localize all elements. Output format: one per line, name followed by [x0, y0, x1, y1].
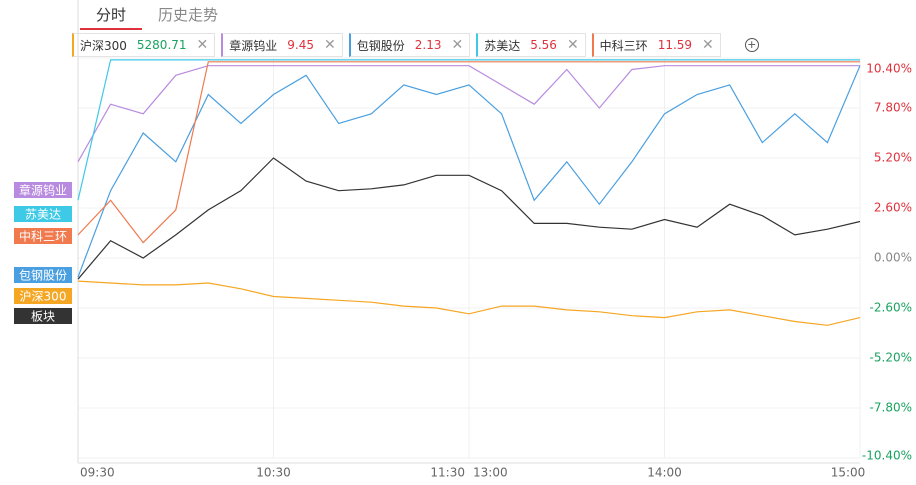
series-line — [77, 65, 861, 278]
tab[interactable]: 分时 — [80, 0, 143, 30]
x-tick-label: 15:00 — [831, 466, 866, 480]
legend: 沪深300 5280.71 ✕ 章源钨业 9.45 ✕ 包钢股份 2.13 ✕ 苏美达 5.56 ✕ 中… — [72, 33, 759, 57]
series-line — [77, 65, 860, 163]
legend-item: 苏美达 5.56 ✕ — [476, 33, 586, 57]
y-tick-label: -5.20% — [870, 351, 912, 365]
series-tag-bg — [14, 206, 72, 222]
series-line — [77, 59, 860, 201]
add-button[interactable]: + — [744, 38, 759, 52]
series-line — [77, 157, 861, 280]
series-tag: 包钢股份 — [19, 269, 67, 283]
legend-name: 苏美达 — [484, 38, 521, 53]
legend-price: 2.13 — [414, 38, 442, 52]
legend-price: 5280.71 — [136, 38, 187, 52]
y-tick-label: -2.60% — [870, 301, 912, 315]
series-tag-bg — [14, 267, 72, 283]
series-tag: 中科三环 — [19, 229, 67, 244]
legend-name: 章源钨业 — [229, 38, 278, 53]
legend-name: 沪深300 — [80, 38, 127, 53]
y-tick-label: -7.80% — [870, 401, 912, 415]
legend-item: 包钢股份 2.13 ✕ — [348, 33, 471, 57]
tabs: 分时 历史走势 — [80, 0, 234, 30]
legend-price: 11.59 — [657, 38, 693, 52]
series-tag: 板块 — [31, 310, 55, 324]
y-tick-label: 2.60% — [874, 201, 912, 215]
y-tick-label: 10.40% — [866, 62, 912, 76]
close-button[interactable]: ✕ — [451, 37, 464, 53]
series-tag-bg — [14, 182, 72, 198]
legend-name: 包钢股份 — [356, 38, 405, 53]
legend-item: 章源钨业 9.45 ✕ — [221, 33, 343, 57]
legend-item: 沪深300 5280.71 ✕ — [72, 33, 216, 57]
legend-name: 中科三环 — [599, 38, 648, 53]
series-line — [77, 280, 861, 326]
y-tick-label: 7.80% — [874, 101, 912, 115]
legend-price: 5.56 — [530, 38, 557, 52]
series-tag: 沪深300 — [20, 290, 67, 304]
x-tick-label: 13:00 — [473, 466, 508, 480]
close-button[interactable]: ✕ — [196, 37, 209, 53]
close-button[interactable]: ✕ — [566, 37, 579, 53]
legend-item: 中科三环 11.59 ✕ — [591, 33, 721, 57]
series-line — [77, 61, 860, 244]
series-tag-bg — [14, 288, 72, 304]
series-tag: 苏美达 — [25, 208, 61, 222]
tab[interactable]: 历史走势 — [158, 6, 219, 24]
x-tick-label: 11:30 — [430, 466, 465, 480]
x-tick-label: 10:30 — [256, 466, 291, 480]
y-tick-label: 5.20% — [874, 151, 912, 165]
legend-price: 9.45 — [287, 38, 314, 52]
x-tick-label: 14:00 — [647, 466, 682, 480]
y-tick-label: -10.40% — [862, 449, 912, 463]
close-button[interactable]: ✕ — [324, 37, 336, 53]
series-tag: 章源钨业 — [19, 183, 67, 198]
x-tick-label: 09:30 — [80, 466, 115, 480]
series-tag-bg — [14, 228, 72, 244]
series-tag-bg — [14, 308, 72, 324]
close-button[interactable]: ✕ — [702, 37, 714, 53]
y-tick-label: 0.00% — [874, 251, 912, 265]
